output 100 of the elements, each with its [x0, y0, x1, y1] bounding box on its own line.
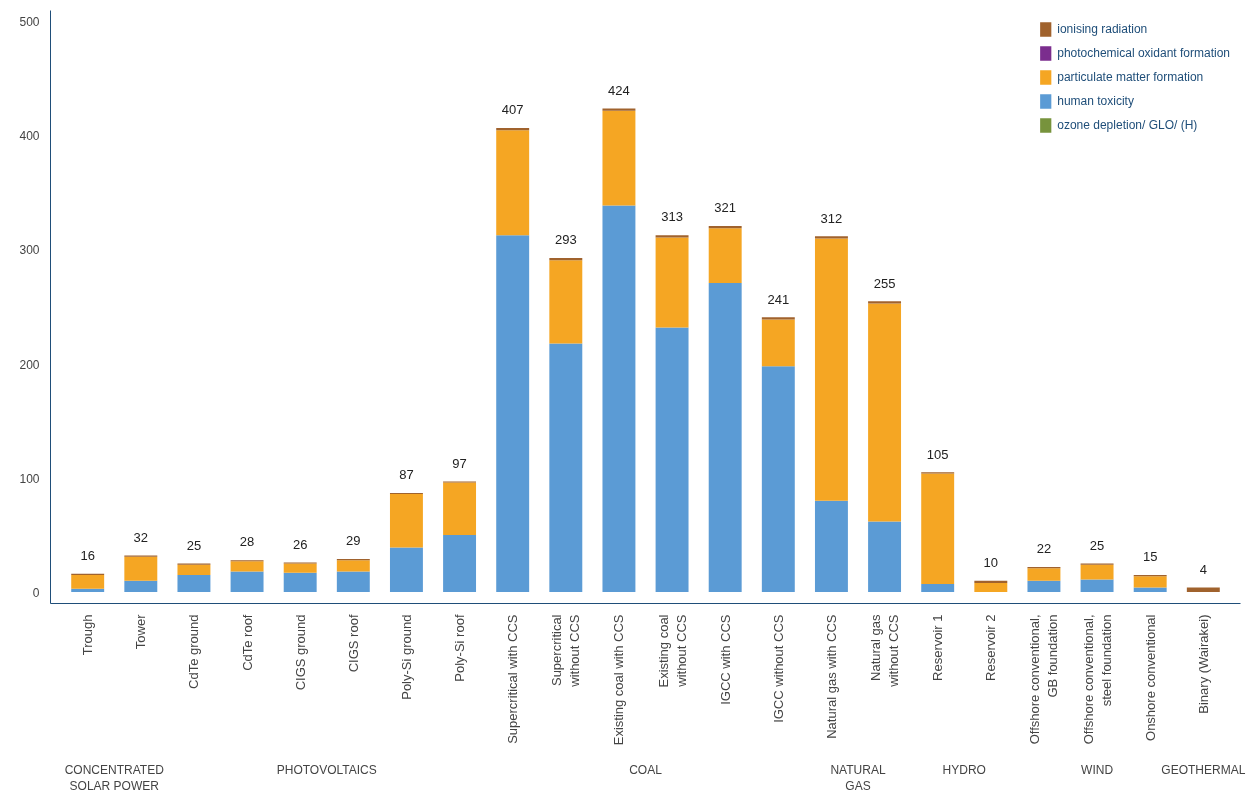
bar — [655, 237, 689, 328]
total-label: 293 — [554, 232, 577, 248]
total-label: 22 — [1036, 541, 1052, 557]
legend-label: ozone depletion/ GLO/ (H) — [1057, 118, 1198, 132]
total-label: 25 — [186, 537, 202, 553]
bar — [496, 235, 530, 593]
total-label: 25 — [1089, 537, 1105, 553]
bar — [761, 319, 795, 367]
bar — [496, 130, 530, 236]
total-label: 105 — [926, 446, 949, 462]
bar — [1133, 576, 1167, 588]
bar — [921, 473, 955, 585]
bar — [761, 317, 795, 320]
x-tick-label: Existing coal without CCS — [655, 614, 689, 688]
bar — [389, 547, 423, 593]
bar — [1080, 564, 1114, 580]
x-tick-label: Onshore conventional — [1142, 614, 1158, 741]
bar — [71, 574, 105, 589]
bar — [921, 584, 955, 593]
y-tick-label: 0 — [32, 585, 40, 600]
total-label: 32 — [133, 529, 149, 545]
bar — [124, 556, 158, 581]
x-tick-label: Poly-Si roof — [452, 614, 468, 682]
bar — [868, 521, 902, 593]
bar — [283, 563, 317, 573]
bar — [230, 561, 264, 572]
bar — [177, 574, 211, 593]
bar — [602, 205, 636, 593]
bar — [177, 564, 211, 575]
total-label: 312 — [820, 210, 843, 226]
legend-label: photochemical oxidant formation — [1057, 46, 1230, 60]
bar — [868, 303, 902, 522]
total-label: 87 — [399, 467, 414, 483]
y-tick-label: 200 — [19, 357, 40, 372]
bar — [814, 236, 848, 239]
bar — [389, 494, 423, 548]
y-tick-label: 300 — [19, 243, 40, 258]
text: PHOTOVOLTAICS — [276, 762, 377, 777]
legend-label: particulate matter formation — [1057, 70, 1204, 84]
bar — [708, 283, 742, 593]
total-label: 16 — [80, 548, 95, 564]
total-label: 407 — [501, 102, 524, 118]
bar — [868, 301, 902, 304]
x-tick-label: Trough — [80, 614, 96, 656]
text: GEOTHERMAL — [1161, 762, 1246, 777]
legend-label: human toxicity — [1057, 94, 1134, 108]
text: HYDRO — [942, 762, 986, 777]
x-tick-label: Supercritical with CCS — [505, 614, 521, 744]
bar — [336, 571, 370, 593]
x-tick-label: IGCC with CCS — [717, 614, 733, 705]
total-label: 97 — [452, 455, 467, 471]
x-tick-label: Poly-Si ground — [398, 614, 414, 700]
x-tick-label: Reservoir 1 — [930, 614, 946, 681]
bar — [814, 238, 848, 501]
total-label: 241 — [767, 291, 790, 307]
y-tick-label: 100 — [19, 471, 40, 486]
text: CONCENTRATED SOLAR POWER — [64, 762, 165, 794]
bar — [443, 535, 477, 593]
bar — [602, 110, 636, 206]
x-tick-label: Binary (Wairakei) — [1195, 614, 1211, 714]
bar — [1027, 568, 1061, 581]
bar — [124, 580, 158, 593]
text: NATURAL GAS — [830, 762, 886, 794]
bar — [549, 260, 583, 344]
x-tick-label: Natural gas with CCS — [823, 614, 839, 739]
x-tick-label: CdTe roof — [239, 614, 255, 671]
total-label: 29 — [346, 533, 361, 549]
x-tick-label: CIGS ground — [292, 614, 308, 691]
x-tick-label: Supercritical without CCS — [549, 614, 583, 688]
total-label: 10 — [983, 555, 999, 571]
x-tick-label: Tower — [133, 613, 149, 650]
bar — [230, 571, 264, 593]
total-label: 26 — [292, 536, 308, 552]
legend-label: ionising radiation — [1057, 22, 1148, 36]
x-tick-label: Offshore conventional, steel foundation — [1080, 614, 1114, 745]
bar — [1080, 579, 1114, 593]
x-tick-label: IGCC without CCS — [770, 614, 786, 723]
bar — [814, 500, 848, 593]
text: COAL — [629, 762, 663, 777]
y-tick-label: 500 — [19, 15, 40, 30]
bar — [549, 343, 583, 593]
total-label: 424 — [608, 82, 630, 98]
total-label: 255 — [873, 275, 896, 291]
bar — [761, 366, 795, 593]
x-tick-label: Existing coal with CCS — [611, 614, 627, 746]
bar — [974, 582, 1008, 593]
bar — [1027, 580, 1061, 593]
x-tick-label: CIGS roof — [345, 614, 361, 673]
x-tick-label: CdTe ground — [186, 614, 202, 689]
x-tick-label: Reservoir 2 — [983, 614, 999, 681]
total-label: 28 — [239, 534, 255, 550]
bar — [283, 572, 317, 593]
y-tick-label: 400 — [19, 129, 40, 144]
total-label: 4 — [1199, 561, 1207, 577]
x-tick-label: Offshore conventional, GB foundation — [1027, 614, 1061, 745]
bar — [336, 560, 370, 572]
total-label: 321 — [714, 200, 737, 216]
total-label: 15 — [1142, 549, 1158, 565]
bar — [655, 327, 689, 593]
text: WIND — [1081, 762, 1114, 777]
